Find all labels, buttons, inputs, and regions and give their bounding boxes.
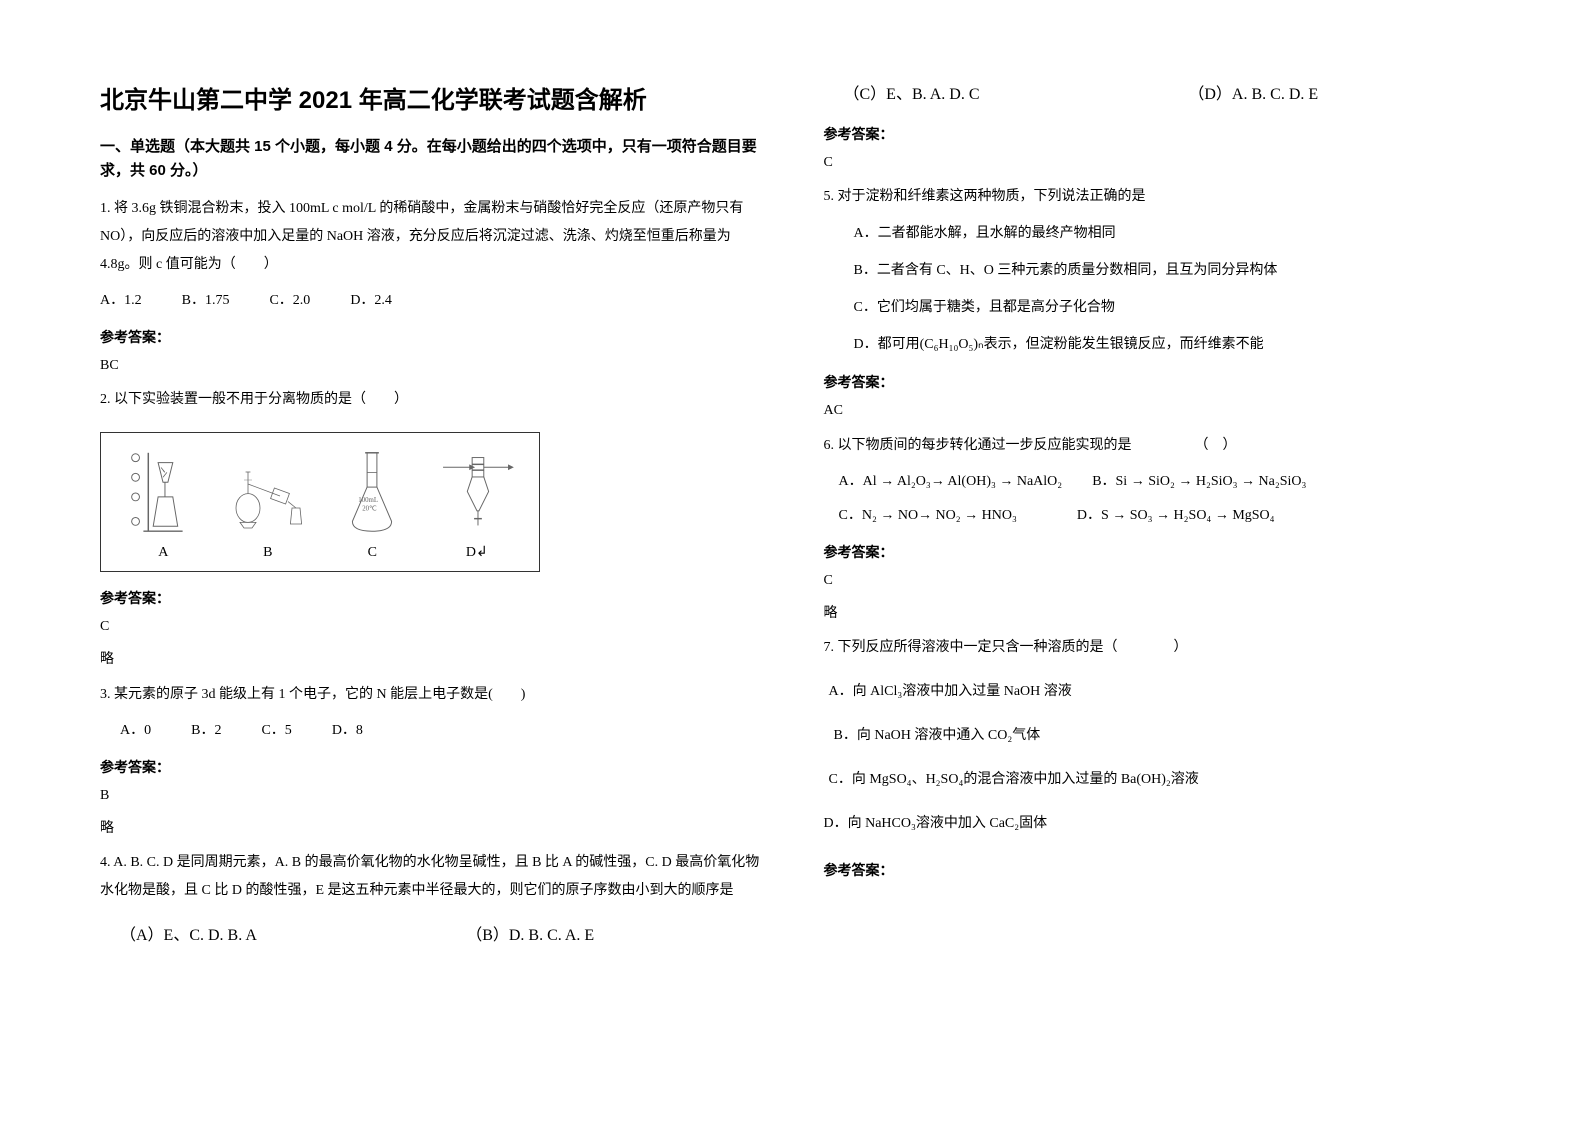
apparatus-d: D↲	[425, 443, 530, 561]
diagram-label-b: B	[263, 545, 272, 561]
q6-option-d: D．S → SO₃ → H₂SO₄ → MgSO₄	[1077, 502, 1275, 530]
question-3-text: 3. 某元素的原子 3d 能级上有 1 个电子，它的 N 能层上电子数是( )	[100, 681, 764, 709]
q4-option-d: （D）A. B. C. D. E	[1020, 80, 1487, 104]
q7-option-b: B．向 NaOH 溶液中通入 CO₂气体	[824, 722, 1488, 750]
q5-answer: AC	[824, 398, 1488, 423]
question-2-text: 2. 以下实验装置一般不用于分离物质的是（ ）	[100, 386, 764, 414]
question-6-text: 6. 以下物质间的每步转化通过一步反应能实现的是 （ ）	[824, 432, 1488, 460]
question-5-text: 5. 对于淀粉和纤维素这两种物质，下列说法正确的是	[824, 183, 1488, 211]
diagram-label-c: C	[368, 545, 377, 561]
q1-answer-label: 参考答案：	[100, 327, 764, 347]
filtration-icon	[123, 443, 203, 541]
q1-option-c: C．2.0	[269, 287, 310, 315]
q6-note: 略	[824, 601, 1488, 626]
distillation-icon	[228, 443, 308, 541]
q6-answer-label: 参考答案：	[824, 542, 1488, 562]
q5-option-b: B．二者含有 C、H、O 三种元素的质量分数相同，且互为同分异构体	[824, 256, 1488, 287]
section-1-header: 一、单选题（本大题共 15 个小题，每小题 4 分。在每小题给出的四个选项中，只…	[100, 135, 764, 183]
q1-option-a: A．1.2	[100, 287, 142, 315]
question-3-options: A．0 B．2 C．5 D．8	[100, 717, 764, 745]
q2-answer-label: 参考答案：	[100, 588, 764, 608]
right-column: （C）E、B. A. D. C （D）A. B. C. D. E 参考答案： C…	[824, 80, 1488, 1042]
q4-option-c: （C）E、B. A. D. C	[844, 80, 980, 104]
q3-note: 略	[100, 816, 764, 841]
q3-answer: B	[100, 783, 764, 808]
q1-answer: BC	[100, 353, 764, 378]
q5-answer-label: 参考答案：	[824, 372, 1488, 392]
question-4-options-row1: （A）E、C. D. B. A （B）D. B. C. A. E	[100, 921, 764, 945]
question-6-options-row2: C．N₂ → NO→ NO₂ → HNO₃ D．S → SO₃ → H₂SO₄ …	[824, 502, 1488, 530]
q6-option-a: A．Al → Al₂O₃→ Al(OH)₃ → NaAlO₂	[839, 468, 1063, 496]
question-4-text: 4. A. B. C. D 是同周期元素，A. B 的最高价氧化物的水化物呈碱性…	[100, 849, 764, 905]
q5-option-d: D．都可用(C₆H₁₀O₅)ₙ表示，但淀粉能发生银镜反应，而纤维素不能	[824, 330, 1488, 361]
volumetric-flask-icon: 100mL 20℃	[332, 443, 412, 541]
separating-funnel-icon	[437, 443, 517, 540]
q4-answer: C	[824, 150, 1488, 175]
q5-option-c: C．它们均属于糖类，且都是高分子化合物	[824, 293, 1488, 324]
apparatus-b: B	[216, 443, 321, 561]
q4-option-a: （A）E、C. D. B. A	[120, 921, 257, 945]
q3-option-a: A．0	[120, 717, 151, 745]
q2-note: 略	[100, 647, 764, 672]
apparatus-c: 100mL 20℃ C	[320, 443, 425, 561]
question-1-text: 1. 将 3.6g 铁铜混合粉末，投入 100mL c mol/L 的稀硝酸中，…	[100, 195, 764, 279]
q4-answer-label: 参考答案：	[824, 124, 1488, 144]
q1-option-b: B．1.75	[182, 287, 230, 315]
flask-label: 100mL	[359, 497, 379, 504]
question-1-options: A．1.2 B．1.75 C．2.0 D．2.4	[100, 287, 764, 315]
q5-option-a: A．二者都能水解，且水解的最终产物相同	[824, 219, 1488, 250]
question-6-options-row1: A．Al → Al₂O₃→ Al(OH)₃ → NaAlO₂ B．Si → Si…	[824, 468, 1488, 496]
question-4-options-row2: （C）E、B. A. D. C （D）A. B. C. D. E	[824, 80, 1488, 104]
q7-answer-label: 参考答案：	[824, 860, 1488, 880]
q4-option-b: （B）D. B. C. A. E	[297, 921, 764, 945]
q3-option-d: D．8	[332, 717, 363, 745]
q6-option-c: C．N₂ → NO→ NO₂ → HNO₃	[839, 502, 1017, 530]
document-title: 北京牛山第二中学 2021 年高二化学联考试题含解析	[100, 80, 764, 115]
flask-temp: 20℃	[362, 506, 377, 513]
q3-option-c: C．5	[261, 717, 291, 745]
left-column: 北京牛山第二中学 2021 年高二化学联考试题含解析 一、单选题（本大题共 15…	[100, 80, 764, 1042]
question-7-text: 7. 下列反应所得溶液中一定只含一种溶质的是（ ）	[824, 634, 1488, 662]
q7-option-a: A．向 AlCl₃溶液中加入过量 NaOH 溶液	[824, 678, 1488, 706]
q7-option-d: D．向 NaHCO₃溶液中加入 CaC₂固体	[824, 810, 1488, 838]
q1-option-d: D．2.4	[350, 287, 392, 315]
q2-answer: C	[100, 614, 764, 639]
diagram-label-a: A	[158, 545, 168, 561]
diagram-label-d: D↲	[466, 544, 488, 561]
q3-option-b: B．2	[191, 717, 221, 745]
q6-answer: C	[824, 568, 1488, 593]
q3-answer-label: 参考答案：	[100, 757, 764, 777]
q7-option-c: C．向 MgSO₄、H₂SO₄的混合溶液中加入过量的 Ba(OH)₂溶液	[824, 766, 1488, 794]
apparatus-diagram: A B 100mL 20℃	[100, 432, 540, 572]
apparatus-a: A	[111, 443, 216, 561]
q6-option-b: B．Si → SiO₂ → H₂SiO₃ → Na₂SiO₃	[1092, 468, 1306, 496]
